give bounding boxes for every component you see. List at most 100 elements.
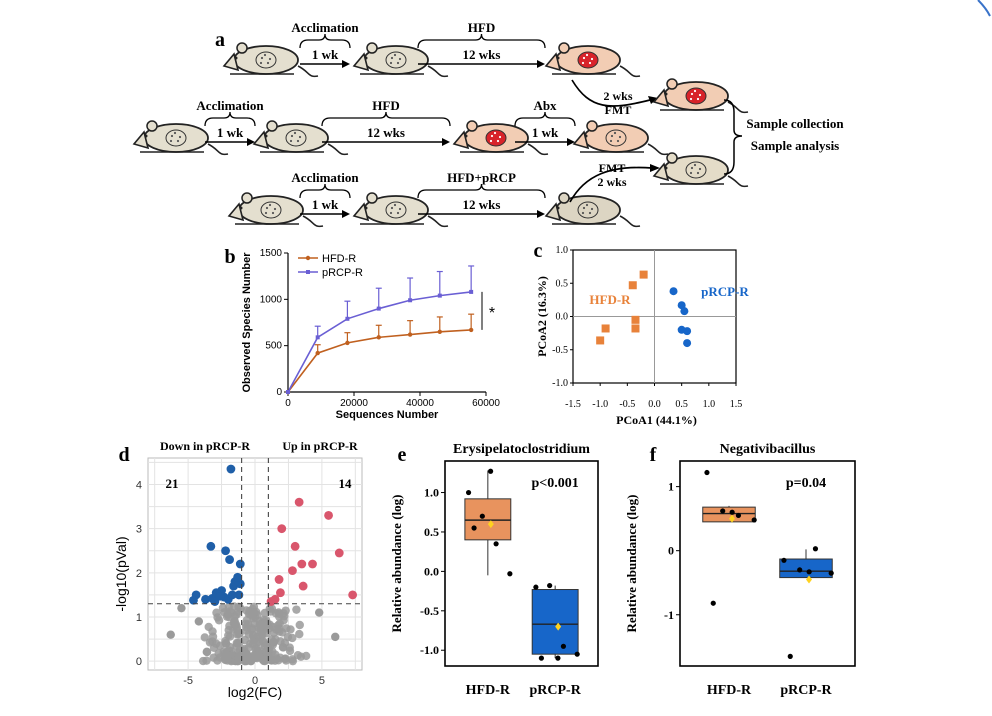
volcano-point-ns: [249, 608, 259, 617]
mouse-icon: [352, 42, 449, 78]
mouse-eye: [556, 206, 560, 210]
mouse-eye: [364, 206, 368, 210]
data-point: [408, 298, 413, 303]
volcano-point-ns: [275, 624, 284, 633]
y-tick-label: 1.0: [424, 486, 439, 500]
y-tick-label: 0: [136, 656, 142, 668]
y-tick-label: 1500: [260, 248, 283, 259]
count-up: 14: [339, 476, 353, 491]
volcano-point-up: [324, 511, 333, 520]
gut-icon: [485, 129, 507, 147]
volcano-point-ns: [293, 650, 303, 660]
brace: [417, 33, 546, 49]
mouse-icon: [132, 120, 229, 156]
y-tick-label: 2: [136, 568, 142, 580]
step-duration: 1 wk: [312, 47, 339, 62]
data-point: [596, 336, 605, 345]
microbe-dot: [290, 134, 294, 138]
mouse-tail: [297, 65, 319, 78]
legend-label: pRCP-R: [322, 267, 363, 279]
panel-label-c: c: [534, 240, 543, 262]
data-point: [828, 570, 834, 576]
microbe-dot: [293, 131, 297, 135]
mouse-eye: [556, 56, 560, 60]
data-point: [538, 655, 544, 661]
mouse-ear: [586, 120, 598, 132]
y-tick-label: -1: [664, 608, 674, 622]
y-tick-label: -1.0: [420, 643, 439, 657]
volcano-point-ns: [288, 656, 298, 666]
arrow-head: [442, 138, 450, 146]
volcano-point-ns: [331, 632, 340, 642]
brace: [514, 111, 576, 127]
y-tick-label: 0.5: [556, 278, 569, 289]
series-label: HFD-R: [589, 292, 631, 307]
mouse-icon: [572, 120, 669, 156]
data-point: [345, 340, 350, 346]
volcano-point-up: [298, 581, 308, 591]
volcano-point-ns: [166, 630, 175, 639]
legend-marker: [306, 270, 310, 274]
mouse-ear: [366, 192, 378, 204]
legend-marker: [305, 255, 311, 261]
arrow-head: [342, 210, 350, 218]
box: [702, 506, 756, 523]
panel-label-f: f: [650, 444, 657, 466]
data-point: [797, 567, 803, 573]
volcano-point-ns: [288, 633, 297, 643]
data-point: [376, 306, 381, 311]
data-point: [787, 653, 793, 659]
step-label: HFD+pRCP: [447, 170, 516, 185]
fmt-duration: 2 wks: [597, 175, 626, 189]
volcano-point-down: [206, 541, 216, 551]
volcano-point-ns: [285, 646, 295, 656]
volcano-point-ns: [208, 637, 217, 646]
volcano-point-ns: [282, 624, 291, 633]
x-tick-label: 0.5: [675, 399, 688, 410]
data-point: [468, 327, 474, 333]
data-point: [729, 509, 735, 515]
microbe-dot: [178, 135, 182, 139]
volcano-point-ns: [240, 635, 250, 645]
microbe-dot: [263, 53, 267, 57]
mouse-ear: [266, 120, 278, 132]
count-down: 21: [166, 476, 179, 491]
step-label: Acclimation: [291, 170, 359, 185]
plot-title: Negativibacillus: [720, 442, 816, 457]
volcano-point-ns: [242, 615, 251, 625]
plot-frame: [444, 460, 599, 667]
volcano-point-ns: [295, 629, 304, 639]
microbe-dot: [496, 139, 500, 143]
data-point: [507, 571, 513, 577]
data-point: [683, 339, 692, 348]
x-axis-label: Sequences Number: [336, 409, 439, 421]
mouse-tail: [327, 143, 349, 156]
y-tick-label: -0.5: [552, 345, 568, 356]
p-value: p=0.04: [786, 476, 826, 491]
microbe-dot: [585, 53, 589, 57]
arrow-head: [567, 138, 575, 146]
panel-f: f Negativibacillus 1 0 -1 Relative abundance …: [624, 442, 856, 698]
volcano-point-up: [294, 497, 304, 507]
step-duration: 12 wks: [463, 197, 501, 212]
volcano-point-ns: [202, 647, 211, 657]
gut-icon: [577, 201, 599, 219]
x-tick-label: 0.0: [648, 399, 661, 410]
x-tick-label: 40000: [406, 398, 434, 409]
volcano-point-up: [297, 559, 307, 569]
data-point: [560, 643, 567, 649]
mouse-tail: [619, 215, 641, 228]
volcano-point-ns: [224, 631, 233, 640]
volcano-point-ns: [234, 652, 243, 661]
arrow-head: [342, 60, 350, 68]
series-label: pRCP-R: [701, 284, 749, 299]
brace: [299, 183, 351, 199]
mouse-icon: [227, 192, 324, 228]
step-duration: 12 wks: [463, 47, 501, 62]
volcano-point-down: [201, 594, 210, 604]
gut-icon: [255, 51, 277, 69]
x-tick-label: 20000: [340, 398, 368, 409]
data-point: [639, 270, 648, 279]
volcano-point-ns: [177, 603, 186, 613]
